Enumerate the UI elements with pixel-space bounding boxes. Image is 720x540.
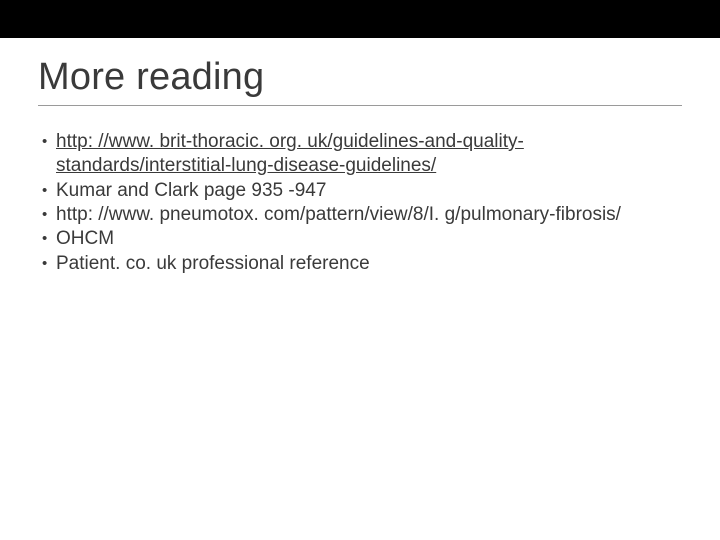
slide: More reading http: //www. brit-thoracic.… xyxy=(0,0,720,540)
title-underline xyxy=(38,105,682,106)
link-text[interactable]: http: //www. brit-thoracic. org. uk/guid… xyxy=(56,131,524,176)
bullet-list: http: //www. brit-thoracic. org. uk/guid… xyxy=(38,130,682,276)
item-text: http: //www. pneumotox. com/pattern/view… xyxy=(56,204,621,225)
list-item: Patient. co. uk professional reference xyxy=(42,252,682,276)
page-title: More reading xyxy=(38,56,682,99)
item-text: OHCM xyxy=(56,228,114,249)
item-text: Kumar and Clark page 935 -947 xyxy=(56,180,326,201)
item-text: Patient. co. uk professional reference xyxy=(56,253,370,274)
list-item: OHCM xyxy=(42,227,682,251)
list-item: http: //www. brit-thoracic. org. uk/guid… xyxy=(42,130,682,179)
top-accent-bar xyxy=(0,0,720,38)
list-item: Kumar and Clark page 935 -947 xyxy=(42,179,682,203)
slide-content: More reading http: //www. brit-thoracic.… xyxy=(0,38,720,276)
list-item: http: //www. pneumotox. com/pattern/view… xyxy=(42,203,682,227)
